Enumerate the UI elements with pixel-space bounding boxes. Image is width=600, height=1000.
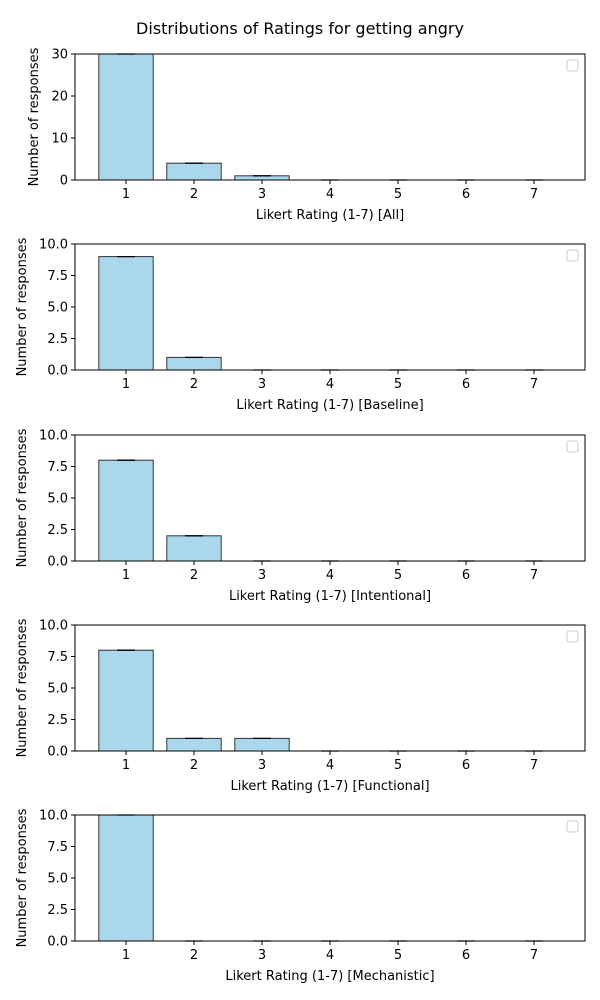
y-tick-label: 2.5 — [47, 332, 68, 347]
x-axis-label: Likert Rating (1-7) [All] — [256, 208, 404, 223]
y-tick-label: 30 — [51, 48, 68, 63]
panel-1: 1 2 3 4 5 6 7 0 10 20 30 Likert Rating (1-7) [All] N… — [27, 47, 586, 223]
x-tick-label: 4 — [326, 377, 334, 392]
y-tick-label: 7.5 — [47, 460, 68, 475]
y-tick-label: 2.5 — [47, 523, 68, 538]
x-tick-label: 5 — [394, 568, 402, 583]
x-tick-label: 4 — [326, 758, 334, 773]
x-tick-label: 5 — [394, 758, 402, 773]
figure-title: Distributions of Ratings for getting ang… — [136, 19, 464, 38]
x-axis-label: Likert Rating (1-7) [Functional] — [230, 779, 429, 794]
y-tick-label: 7.5 — [47, 840, 68, 855]
x-tick-label: 6 — [462, 948, 470, 963]
y-tick-label: 2.5 — [47, 713, 68, 728]
y-tick-label: 20 — [51, 90, 68, 105]
x-tick-label: 7 — [530, 758, 538, 773]
legend-box — [566, 59, 579, 72]
x-tick-label: 6 — [462, 568, 470, 583]
bar-2 — [166, 737, 222, 752]
panel-3: 1 2 3 4 5 6 7 0.0 2.5 5.0 7.5 10.0 Likert Rating (1-… — [15, 428, 586, 604]
y-axis-label: Number of responses — [15, 618, 30, 757]
x-axis-label: Likert Rating (1-7) [Mechanistic] — [225, 969, 434, 984]
y-axis-label: Number of responses — [27, 47, 42, 186]
y-tick-label: 5.0 — [47, 872, 68, 887]
x-tick-label: 1 — [122, 948, 130, 963]
y-tick-label: 0.0 — [47, 745, 68, 760]
bar-2 — [166, 162, 222, 181]
x-tick-label: 2 — [190, 758, 198, 773]
x-tick-label: 2 — [190, 948, 198, 963]
x-tick-label: 2 — [190, 187, 198, 202]
panel-2: 1 2 3 4 5 6 7 0.0 2.5 5.0 7.5 10.0 Likert Rating (1-… — [15, 237, 586, 413]
x-tick-label: 1 — [122, 377, 130, 392]
legend-box — [566, 820, 579, 833]
x-tick-label: 3 — [258, 377, 266, 392]
x-tick-label: 3 — [258, 758, 266, 773]
bar-3 — [234, 737, 290, 752]
x-tick-label: 1 — [122, 568, 130, 583]
x-tick-label: 3 — [258, 948, 266, 963]
y-tick-label: 5.0 — [47, 492, 68, 507]
x-tick-label: 1 — [122, 187, 130, 202]
x-tick-label: 1 — [122, 758, 130, 773]
y-tick-label: 2.5 — [47, 903, 68, 918]
x-tick-label: 7 — [530, 568, 538, 583]
y-tick-label: 10.0 — [39, 238, 68, 253]
x-axis-label: Likert Rating (1-7) [Baseline] — [236, 398, 423, 413]
y-tick-label: 5.0 — [47, 682, 68, 697]
x-tick-label: 6 — [462, 187, 470, 202]
y-tick-label: 0.0 — [47, 935, 68, 950]
y-tick-label: 7.5 — [47, 650, 68, 665]
y-axis-label: Number of responses — [15, 237, 30, 376]
x-tick-label: 4 — [326, 948, 334, 963]
legend-box — [566, 630, 579, 643]
x-tick-label: 7 — [530, 948, 538, 963]
bar-1 — [98, 53, 154, 181]
x-tick-label: 5 — [394, 187, 402, 202]
x-tick-label: 6 — [462, 758, 470, 773]
x-tick-label: 7 — [530, 187, 538, 202]
bar-2 — [166, 356, 222, 371]
legend-box — [566, 249, 579, 262]
bar-1 — [98, 459, 154, 562]
y-tick-label: 10.0 — [39, 809, 68, 824]
bar-1 — [98, 814, 154, 942]
y-tick-label: 7.5 — [47, 269, 68, 284]
y-tick-label: 0.0 — [47, 555, 68, 570]
x-tick-label: 2 — [190, 377, 198, 392]
y-axis-label: Number of responses — [15, 808, 30, 947]
x-tick-label: 2 — [190, 568, 198, 583]
y-tick-label: 10.0 — [39, 619, 68, 634]
x-tick-label: 3 — [258, 187, 266, 202]
x-tick-label: 4 — [326, 568, 334, 583]
y-tick-label: 10.0 — [39, 429, 68, 444]
y-tick-label: 0.0 — [47, 364, 68, 379]
bar-2 — [166, 535, 222, 562]
legend-box — [566, 440, 579, 453]
x-tick-label: 3 — [258, 568, 266, 583]
x-tick-label: 5 — [394, 948, 402, 963]
y-tick-label: 10 — [51, 132, 68, 147]
x-tick-label: 5 — [394, 377, 402, 392]
panel-4: 1 2 3 4 5 6 7 0.0 2.5 5.0 7.5 10.0 Likert Rating (1-… — [15, 618, 586, 794]
y-tick-label: 5.0 — [47, 301, 68, 316]
x-tick-label: 4 — [326, 187, 334, 202]
panel-5: 1 2 3 4 5 6 7 0.0 2.5 5.0 7.5 10.0 Likert Rating (1-… — [15, 808, 586, 984]
y-tick-label: 0 — [60, 174, 68, 189]
bar-1 — [98, 256, 154, 371]
x-tick-label: 7 — [530, 377, 538, 392]
x-tick-label: 6 — [462, 377, 470, 392]
y-axis-label: Number of responses — [15, 428, 30, 567]
bar-1 — [98, 649, 154, 752]
x-axis-label: Likert Rating (1-7) [Intentional] — [229, 589, 431, 604]
